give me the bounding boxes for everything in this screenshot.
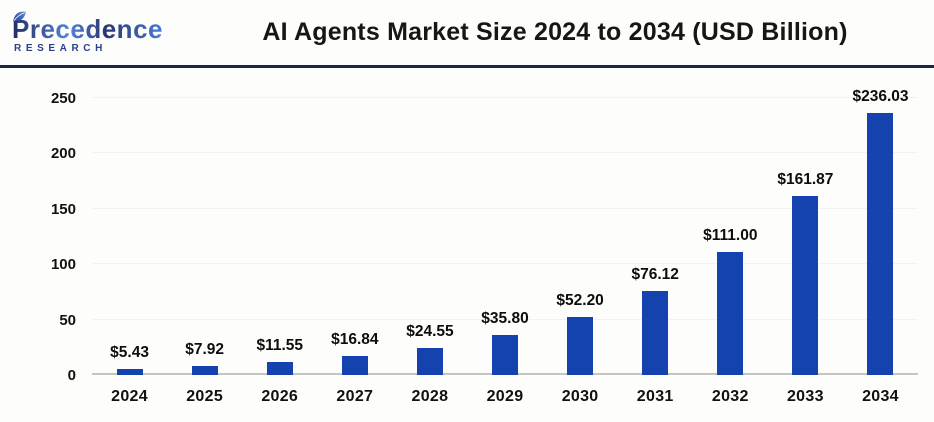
bar-slot: $76.12 2031 <box>618 98 693 405</box>
bar-value-label: $111.00 <box>703 227 758 245</box>
bar-slot: $161.87 2033 <box>768 98 843 405</box>
bar-2028 <box>416 347 443 375</box>
y-axis-tick-label: 0 <box>67 367 76 384</box>
x-axis-tick-label: 2024 <box>111 388 148 405</box>
chart-title: AI Agents Market Size 2024 to 2034 (USD … <box>262 18 848 46</box>
bar-2032 <box>717 252 744 375</box>
bar-value-label: $76.12 <box>631 265 679 283</box>
bar-slot: $35.80 2029 <box>467 98 542 405</box>
bar-value-label: $5.43 <box>110 343 149 361</box>
x-axis-tick-label: 2033 <box>786 388 824 405</box>
bar-slot: $52.20 2030 <box>543 98 618 405</box>
bar-value-label: $161.87 <box>777 170 834 188</box>
gridline <box>92 263 918 265</box>
x-axis-tick-label: 2028 <box>411 388 449 405</box>
x-axis-tick-label: 2025 <box>186 388 224 405</box>
x-axis-tick-label: 2027 <box>336 388 374 405</box>
bar-2029 <box>492 335 519 375</box>
bar-value-label: $16.84 <box>331 331 379 349</box>
bar-value-label: $35.80 <box>481 310 529 328</box>
x-axis-tick-label: 2026 <box>261 388 299 405</box>
bar-slot: $236.03 2034 <box>843 88 918 405</box>
bar-value-label: $52.20 <box>556 292 604 310</box>
bar-slot: $11.55 2026 <box>242 98 317 405</box>
x-axis-tick-label: 2034 <box>862 388 899 405</box>
bar-value-label: $11.55 <box>256 337 304 355</box>
brand-row: Precedence <box>12 11 190 44</box>
bar-slot: $24.55 2028 <box>392 98 467 405</box>
gridline <box>92 318 918 320</box>
bar-2034 <box>867 113 894 375</box>
leaf-icon <box>13 11 26 21</box>
y-axis-tick-label: 150 <box>50 200 76 218</box>
x-axis-tick-label: 2032 <box>711 388 749 405</box>
brand-subtitle: RESEARCH <box>14 42 107 54</box>
bar-2024 <box>116 368 143 375</box>
y-axis-tick-label: 100 <box>50 256 76 274</box>
bar-2025 <box>191 366 218 375</box>
bar-slot: $5.43 2024 <box>92 98 167 405</box>
header: Precedence RESEARCH AI Agents Market Siz… <box>0 0 934 65</box>
brand-logo: Precedence RESEARCH <box>12 11 190 54</box>
bar-slot: $7.92 2025 <box>167 98 242 405</box>
gridline <box>92 152 918 154</box>
bar-value-label: $7.92 <box>185 341 225 359</box>
gridline <box>92 207 918 209</box>
bar-2027 <box>341 356 368 375</box>
bar-slot: $111.00 2032 <box>693 98 768 405</box>
brand-name: Precedence <box>12 13 163 44</box>
bar-2026 <box>266 362 293 375</box>
header-divider <box>0 65 934 68</box>
x-axis-tick-label: 2031 <box>636 388 674 405</box>
bar-2031 <box>642 290 669 375</box>
y-axis-tick-label: 250 <box>50 90 76 107</box>
bar-2033 <box>792 195 819 375</box>
bars-row: $5.43 2024 $7.92 2025 $11.55 2026 $16.84 2027 $2… <box>92 88 918 405</box>
plot-area: 0 50 100 150 200 250 $5.43 2024 $7.92 2025 $11.55 2… <box>51 88 918 405</box>
gridline <box>92 97 918 98</box>
y-axis-tick-label: 50 <box>59 311 76 329</box>
bar-value-label: $236.03 <box>852 88 909 106</box>
bar-slot: $16.84 2027 <box>317 98 392 405</box>
y-axis-tick-label: 200 <box>50 145 76 163</box>
bar-value-label: $24.55 <box>406 322 454 340</box>
bar-2030 <box>567 317 594 375</box>
x-axis-tick-label: 2030 <box>561 388 599 405</box>
x-axis-tick-label: 2029 <box>486 388 524 405</box>
